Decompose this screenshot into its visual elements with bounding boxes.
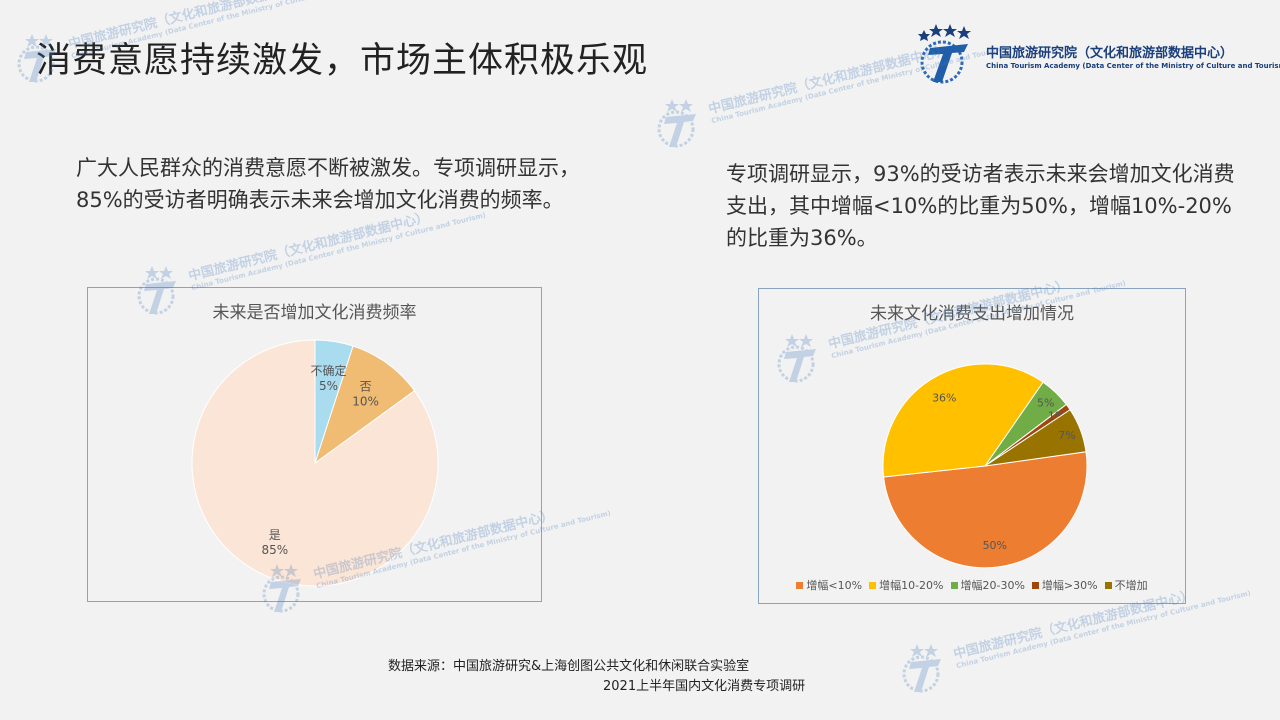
- legend-item: 增幅>30%: [1031, 577, 1098, 593]
- logo-text-en: China Tourism Academy (Data Center of th…: [986, 62, 1280, 70]
- watermark-icon: [657, 99, 696, 148]
- slice-value-label: 10%: [352, 394, 379, 408]
- pie-slice: [882, 363, 1044, 478]
- pie-slice: [984, 409, 1087, 467]
- legend-item: 不增加: [1104, 577, 1148, 593]
- legend-swatch: [950, 581, 958, 589]
- chart-spending: 未来文化消费支出增加情况 50% 36% 5% 1% 7% 增幅<10% 增幅10-20%…: [758, 288, 1186, 604]
- paragraph-right: 专项调研显示，93%的受访者表示未来会增加文化消费支出，其中增幅<10%的比重为…: [726, 162, 1235, 250]
- chart-frequency: 未来是否增加文化消费频率 是 85% 否 10% 不确定 5%: [87, 287, 542, 602]
- legend-swatch: [1104, 581, 1112, 589]
- paragraph-left: 广大人民群众的消费意愿不断被激发。专项调研显示，85%的受访者明确表示未来会增加…: [76, 156, 580, 212]
- source-line-1: 数据来源：中国旅游研究&上海创图公共文化和休闲联合实验室: [388, 659, 750, 674]
- pie-slice: [314, 345, 416, 465]
- slice-value-label: 7%: [1058, 429, 1075, 442]
- logo: 中国旅游研究院（文化和旅游部数据中心） China Tourism Academ…: [906, 22, 1280, 86]
- slice-value-label: 5%: [1037, 397, 1054, 410]
- slice-value-label: 5%: [319, 379, 338, 393]
- legend-item: 增幅20-30%: [950, 577, 1025, 593]
- watermark-icon: [902, 644, 941, 693]
- pie-chart-spending: 50%36% 5%1%7%: [882, 363, 1088, 569]
- legend-label: 增幅20-30%: [960, 579, 1025, 592]
- slice-category-label: 不确定: [310, 363, 346, 378]
- legend-swatch: [1031, 581, 1039, 589]
- legend-label: 增幅10-20%: [879, 579, 944, 592]
- slice-category-label: 是: [269, 528, 281, 542]
- legend-swatch: [869, 581, 877, 589]
- slice-category-label: 否: [360, 379, 372, 393]
- logo-text-cn: 中国旅游研究院（文化和旅游部数据中心）: [986, 46, 1234, 61]
- slice-value-label: 50%: [983, 539, 1007, 552]
- legend-label: 不增加: [1114, 579, 1148, 592]
- pie-slice: [883, 451, 1088, 569]
- chart-title: 未来文化消费支出增加情况: [870, 304, 1074, 324]
- legend-label: 增幅<10%: [806, 579, 863, 592]
- legend-label: 增幅>30%: [1041, 579, 1098, 592]
- legend-item: 增幅10-20%: [869, 577, 944, 593]
- slice-value-label: 85%: [261, 543, 288, 557]
- logo-icon: [918, 24, 971, 84]
- watermark: 中国旅游研究院（文化和旅游部数据中心） China Tourism Academy…: [895, 588, 1252, 704]
- slide-title: 消费意愿持续激发，市场主体积极乐观: [36, 41, 649, 81]
- chart-legend: 增幅<10% 增幅10-20% 增幅20-30% 增幅>30% 不增加: [759, 577, 1185, 593]
- legend-item: 增幅<10%: [796, 577, 862, 593]
- chart-title: 未来是否增加文化消费频率: [212, 303, 417, 323]
- source-line-2: 2021上半年国内文化消费专项调研: [603, 679, 806, 694]
- pie-slice: [314, 339, 354, 464]
- slice-value-label: 36%: [932, 392, 956, 405]
- legend-swatch: [796, 581, 804, 589]
- watermark: 中国旅游研究院（文化和旅游部数据中心） China Tourism Academy…: [650, 43, 1007, 159]
